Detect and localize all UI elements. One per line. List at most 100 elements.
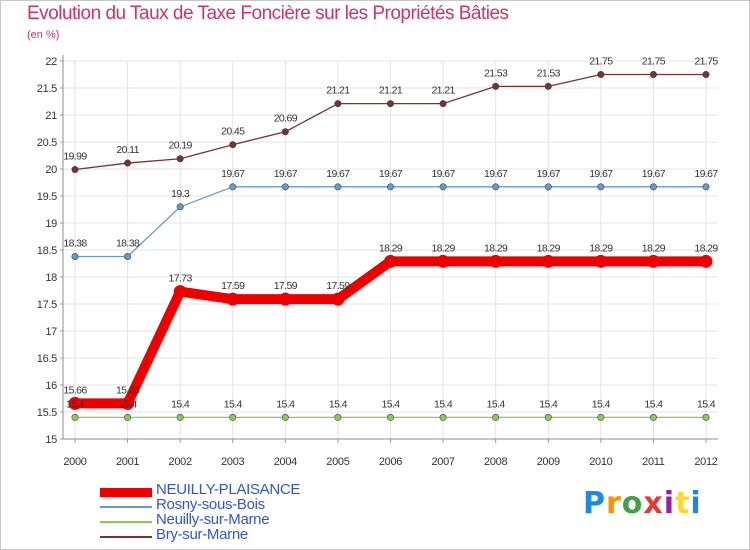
data-point [71, 413, 79, 421]
y-tick-label: 15.5 [37, 407, 57, 419]
y-tick-label: 18 [45, 272, 57, 284]
x-tick-label: 2009 [537, 456, 560, 468]
data-point [278, 292, 292, 306]
data-label: 21.75 [694, 56, 718, 68]
data-label: 18.29 [379, 242, 403, 254]
logo-letter: x [643, 486, 664, 521]
data-label: 15.4 [329, 398, 348, 410]
data-label: 19.67 [484, 168, 508, 180]
series-1 [71, 183, 710, 260]
data-point [439, 100, 447, 108]
y-tick-label: 16 [45, 380, 57, 392]
data-label: 15.66 [116, 384, 140, 396]
y-tick-label: 19.5 [37, 191, 57, 203]
logo-letter: P [583, 486, 606, 521]
chart-title: Evolution du Taux de Taxe Foncière sur l… [27, 3, 509, 24]
data-point [541, 254, 555, 268]
data-point [176, 203, 184, 211]
data-label: 17.73 [169, 273, 193, 285]
data-label: 19.67 [221, 168, 245, 180]
data-point [68, 396, 82, 410]
data-point [334, 183, 342, 191]
data-point [281, 128, 289, 136]
data-point [436, 254, 450, 268]
data-point [492, 413, 500, 421]
data-point [492, 183, 500, 191]
data-label: 15.4 [171, 398, 190, 410]
data-point [176, 413, 184, 421]
data-label: 21.75 [642, 56, 666, 68]
y-tick-label: 22 [45, 56, 57, 68]
data-point [229, 141, 237, 149]
data-point [439, 413, 447, 421]
data-point [226, 292, 240, 306]
data-label: 15.4 [697, 398, 716, 410]
data-point [594, 254, 608, 268]
data-label: 18.29 [431, 242, 455, 254]
x-tick-label: 2001 [116, 456, 139, 468]
data-label: 17.59 [326, 280, 350, 292]
legend-swatch [100, 536, 152, 538]
x-tick-label: 2002 [169, 456, 192, 468]
proxiti-logo[interactable]: Proxiti [583, 486, 702, 521]
series-2 [71, 413, 710, 421]
data-point [384, 254, 397, 268]
x-tick-label: 2005 [326, 456, 349, 468]
y-tick-label: 20.5 [37, 137, 57, 149]
data-label: 15.4 [224, 398, 243, 410]
data-point [124, 252, 132, 260]
data-label: 21.53 [537, 67, 561, 79]
data-label: 17.59 [221, 280, 245, 292]
data-point [173, 285, 187, 299]
x-tick-label: 2011 [642, 456, 665, 468]
data-point [597, 413, 605, 421]
data-label: 19.67 [379, 168, 403, 180]
data-label: 15.4 [66, 398, 85, 410]
data-label: 20.69 [274, 113, 298, 125]
data-point [702, 413, 710, 421]
y-tick-label: 17 [45, 326, 57, 338]
data-label: 20.11 [116, 144, 139, 156]
data-label: 20.19 [169, 140, 193, 152]
data-label: 15.4 [539, 398, 558, 410]
unit-label: (en %) [27, 29, 60, 41]
data-point [121, 396, 135, 410]
x-tick-label: 2000 [63, 456, 86, 468]
x-tick-label: 2012 [694, 456, 717, 468]
data-point [649, 71, 657, 79]
y-tick-label: 19 [45, 218, 57, 230]
data-point [334, 413, 342, 421]
data-label: 19.67 [589, 168, 613, 180]
logo-letter: r [606, 486, 622, 521]
data-label: 19.67 [537, 168, 561, 180]
data-label: 18.29 [589, 242, 613, 254]
data-label: 19.67 [274, 168, 298, 180]
series-0 [68, 254, 713, 410]
data-label: 17.59 [274, 280, 298, 292]
y-tick-label: 17.5 [37, 299, 57, 311]
legend-swatch [100, 488, 152, 497]
data-label: 20.45 [221, 126, 245, 138]
data-point [229, 183, 237, 191]
data-point [281, 413, 289, 421]
x-tick-label: 2004 [274, 456, 297, 468]
legend-label: Neuilly-sur-Marne [156, 511, 270, 528]
data-label: 18.29 [642, 242, 666, 254]
legend-swatch [100, 506, 152, 508]
data-label: 19.99 [63, 151, 87, 163]
x-tick-label: 2006 [379, 456, 402, 468]
data-label: 19.67 [326, 168, 350, 180]
data-label: 18.29 [694, 242, 718, 254]
x-tick-label: 2007 [431, 456, 454, 468]
y-tick-label: 16.5 [37, 353, 57, 365]
data-point [124, 159, 132, 167]
y-tick-label: 18.5 [37, 245, 57, 257]
data-point [702, 71, 710, 79]
data-point [386, 100, 394, 108]
data-label: 21.21 [379, 85, 403, 97]
data-point [71, 252, 79, 260]
data-point [176, 155, 184, 163]
data-label: 15.4 [381, 398, 400, 410]
x-tick-label: 2010 [589, 456, 612, 468]
logo-letter: i [690, 486, 702, 521]
